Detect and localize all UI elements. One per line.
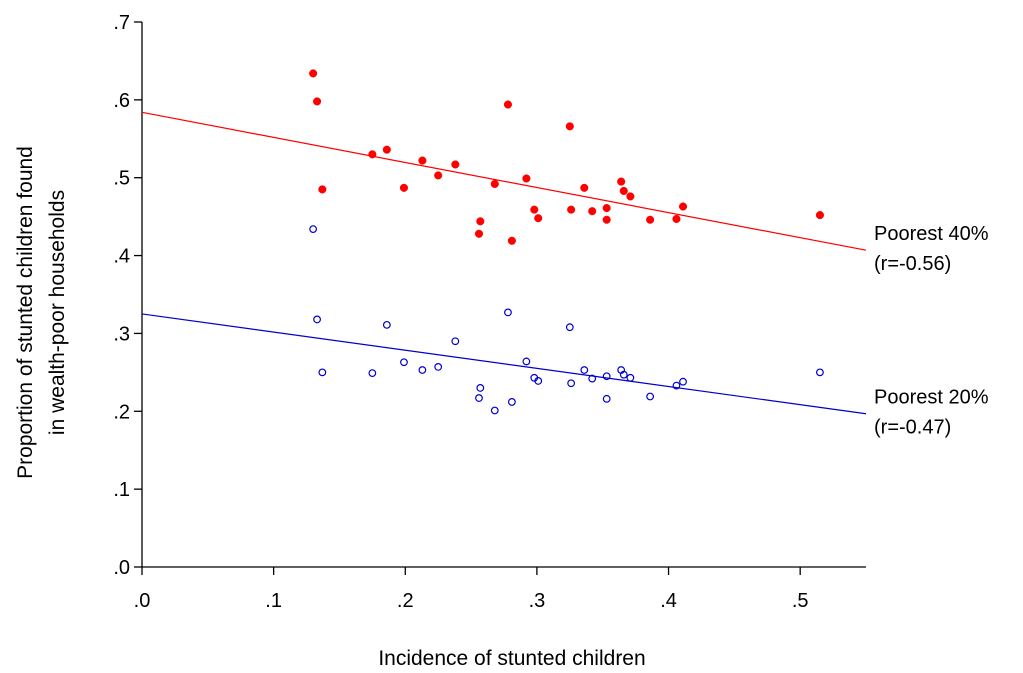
- data-point-series-2: [400, 358, 408, 367]
- data-point-series-1: [368, 150, 377, 159]
- plot-area: .0 .1 .2 .3 .4 .5 .0 .1 .2 .3 .4 .5 .6 .7 Incidence of…: [14, 12, 989, 670]
- data-point-series-2: [451, 337, 460, 346]
- data-point-series-2: [602, 372, 611, 381]
- data-point-series-2: [368, 369, 377, 378]
- x-tick-label: .0: [134, 590, 151, 612]
- data-point-series-2: [580, 366, 589, 374]
- data-point-series-1: [318, 185, 327, 194]
- series-label: Poorest 40%: [874, 223, 989, 245]
- y-tick-label: .7: [113, 12, 130, 34]
- series-correlation: (r=-0.47): [874, 417, 951, 439]
- data-point-series-2: [475, 394, 483, 402]
- data-point-series-2: [565, 323, 574, 332]
- y-tick-label: .1: [113, 479, 130, 501]
- data-point-series-1: [451, 160, 460, 169]
- data-point-series-1: [507, 236, 516, 245]
- data-point-series-1: [503, 100, 512, 109]
- x-tick-label: .5: [792, 590, 809, 612]
- data-point-series-1: [588, 207, 597, 216]
- y-axis-title-line-1: Proportion of stunted children found: [14, 146, 37, 479]
- data-point-series-1: [565, 122, 574, 131]
- data-point-series-1: [619, 186, 628, 195]
- y-tick-label: .2: [113, 401, 130, 423]
- data-point-series-1: [474, 229, 484, 238]
- x-tick-label: .3: [529, 590, 546, 612]
- data-point-series-2: [619, 370, 628, 379]
- y-axis-title-line-2: in wealth-poor households: [46, 190, 69, 435]
- data-point-series-1: [602, 204, 611, 213]
- data-point-series-1: [626, 192, 635, 201]
- data-point-series-2: [318, 368, 327, 377]
- data-point-series-2: [567, 379, 576, 388]
- data-point-series-2: [434, 363, 443, 371]
- data-point-series-1: [602, 215, 611, 224]
- data-point-series-1: [678, 202, 688, 211]
- data-point-series-1: [418, 156, 427, 165]
- data-point-series-1: [382, 145, 391, 154]
- fit-line-series-2: [141, 313, 867, 415]
- data-point-series-2: [534, 377, 543, 385]
- y-tick-label: .5: [113, 168, 130, 190]
- data-point-series-1: [309, 69, 318, 78]
- data-point-series-2: [679, 377, 687, 386]
- data-point-series-2: [504, 308, 512, 317]
- data-point-series-2: [522, 357, 531, 366]
- data-point-series-1: [434, 171, 443, 180]
- data-point-series-2: [646, 392, 655, 401]
- data-point-series-2: [382, 320, 391, 329]
- x-tick-label: .1: [265, 590, 282, 612]
- data-point-series-1: [815, 211, 824, 220]
- data-point-series-1: [490, 179, 499, 188]
- data-point-series-1: [476, 217, 485, 226]
- data-point-series-1: [534, 214, 543, 223]
- data-point-series-2: [507, 398, 516, 406]
- data-point-series-2: [588, 374, 597, 383]
- data-point-series-1: [313, 97, 322, 106]
- data-point-series-1: [567, 205, 576, 214]
- y-tick-label: .0: [113, 557, 130, 579]
- data-point-series-1: [580, 183, 589, 192]
- data-point-series-1: [530, 205, 539, 214]
- data-point-series-2: [626, 373, 635, 382]
- fit-line-series-1: [141, 111, 867, 251]
- data-point-series-1: [522, 174, 531, 183]
- x-tick-label: .2: [397, 590, 414, 612]
- y-tick-label: .4: [113, 246, 130, 268]
- data-point-series-2: [602, 394, 611, 403]
- data-point-series-2: [418, 366, 427, 374]
- x-axis-title: Incidence of stunted children: [378, 647, 645, 670]
- data-point-series-1: [399, 183, 409, 192]
- y-tick-label: .3: [113, 323, 130, 345]
- data-point-series-2: [309, 225, 318, 234]
- data-point-series-2: [816, 368, 824, 377]
- data-point-series-1: [646, 215, 655, 224]
- y-tick-label: .6: [113, 90, 130, 112]
- data-point-series-1: [672, 214, 681, 224]
- data-point-series-2: [490, 406, 499, 415]
- data-point-series-2: [672, 381, 681, 390]
- x-tick-label: .4: [660, 590, 677, 612]
- data-point-series-2: [476, 384, 485, 392]
- data-point-series-2: [313, 315, 321, 324]
- series-correlation: (r=-0.56): [874, 253, 951, 275]
- series-label: Poorest 20%: [874, 387, 989, 409]
- data-point-series-1: [617, 177, 626, 186]
